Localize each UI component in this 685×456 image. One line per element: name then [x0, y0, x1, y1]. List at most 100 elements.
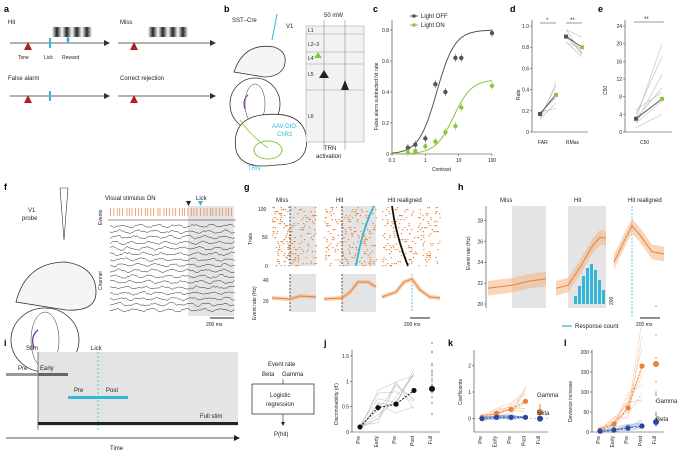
g-spike-1-29-1 — [329, 265, 331, 267]
label-h-realigned: Hit realigned — [628, 198, 662, 204]
g-spike-2-28-0 — [395, 263, 398, 265]
g-spike-2-17-0 — [439, 241, 441, 243]
d-subject-line-1-5 — [565, 42, 583, 49]
g-spike-1-12-0 — [345, 231, 347, 233]
g-spike-1-13-1 — [330, 233, 332, 235]
e-ytick-label-3: 12 — [616, 77, 622, 83]
g-spike-2-17-4 — [405, 241, 408, 243]
g-spike-2-9-6 — [384, 225, 387, 227]
g-spike-0-17-6 — [294, 241, 296, 243]
g-spike-0-8-3 — [283, 223, 286, 225]
reward-drop-icon — [66, 36, 70, 44]
g-spike-1-5-0 — [347, 217, 349, 219]
g-spike-0-8-1 — [278, 223, 280, 225]
panel-f: f V1 probe Visual stimulus ON Lick Event… — [4, 182, 236, 373]
g-rate-curve-1 — [323, 281, 377, 300]
g-spike-2-3-5 — [389, 213, 391, 215]
g-spike-0-8-2 — [293, 223, 296, 225]
l-ytick-label-0: 0 — [586, 430, 589, 436]
g-spike-0-15-4 — [274, 237, 276, 239]
l-full-dot-1-1 — [655, 413, 657, 416]
e-ytick-label-4: 16 — [616, 59, 622, 65]
g-spike-2-21-4 — [388, 249, 390, 251]
g-spike-1-26-1 — [335, 259, 337, 261]
g-spike-1-0-3 — [331, 207, 333, 209]
g-spike-2-24-5 — [400, 255, 402, 257]
h-band-1 — [556, 229, 606, 296]
g-spike-1-27-0 — [347, 261, 349, 263]
grating-hit — [52, 27, 92, 37]
lick-marker-hit — [49, 38, 51, 48]
g-spike-0-22-1 — [290, 251, 292, 253]
g-spike-2-20-5 — [392, 247, 395, 249]
g-spike-2-26-5 — [408, 259, 410, 261]
g-spike-1-11-2 — [332, 229, 334, 231]
g-spike-0-3-3 — [274, 213, 276, 215]
label-visual-stimulus-on: Visual stimulus ON — [105, 196, 156, 202]
g-spike-0-10-4 — [283, 227, 285, 229]
stim-shade-f — [188, 206, 234, 316]
g-spike-1-7-0 — [350, 221, 352, 223]
g-spike-2-11-6 — [402, 229, 404, 231]
g-spike-2-4-0 — [411, 215, 413, 217]
legend-on-dot — [412, 23, 416, 27]
g-spike-2-27-5 — [436, 261, 439, 263]
g-spike-0-15-2 — [285, 237, 287, 239]
l-full-dot-0-7 — [655, 391, 657, 394]
g-spike-0-21-2 — [294, 249, 297, 251]
g-spike-2-2-0 — [404, 211, 406, 213]
g-spike-1-28-0 — [361, 263, 363, 265]
g-spike-1-2-4 — [326, 211, 329, 213]
g-spike-2-8-5 — [399, 223, 401, 225]
g-spike-0-12-1 — [287, 231, 289, 233]
label-regression: regression — [266, 402, 294, 408]
g-spike-0-21-5 — [278, 249, 280, 251]
l-full-dot-0-2 — [655, 393, 657, 396]
g-spike-1-10-5 — [354, 227, 356, 229]
k-mean-point-1-2 — [508, 414, 514, 420]
d-ytick-label-2: 0.4 — [522, 88, 529, 94]
g-spike-2-27-1 — [399, 261, 401, 263]
c-point-1-3 — [433, 139, 438, 144]
c-point-1-5 — [453, 123, 458, 129]
g-spike-1-6-1 — [334, 219, 337, 221]
h-curve-1 — [555, 236, 607, 289]
g-spike-0-11-2 — [301, 229, 303, 231]
brain-slice — [234, 113, 308, 167]
g-spike-2-18-1 — [422, 243, 424, 245]
g-spike-2-14-6 — [393, 235, 396, 237]
g-spike-2-24-4 — [426, 255, 428, 257]
label-h-hit: Hit — [574, 198, 582, 204]
panel-e-yticks: 0 4 8 12 16 20 24 — [616, 24, 625, 136]
g-spike-2-15-6 — [417, 237, 420, 239]
g-spike-2-18-5 — [415, 243, 417, 245]
label-miss: Miss — [120, 20, 132, 26]
g-spike-0-5-5 — [275, 217, 277, 219]
label-beta-i: Beta — [262, 372, 275, 378]
g-spike-2-20-4 — [383, 247, 385, 249]
l-subject-0-6 — [599, 376, 643, 431]
g-spike-0-1-2 — [290, 209, 292, 211]
g-spike-1-10-6 — [373, 227, 376, 229]
k-subject-1-8 — [481, 414, 526, 420]
g-spike-2-8-6 — [427, 223, 430, 225]
panel-d-ylabel: Rate — [516, 89, 522, 100]
g-spike-1-8-6 — [337, 223, 339, 225]
j-full-extra-2 — [430, 391, 434, 394]
g-spike-0-29-3 — [298, 265, 300, 267]
lfp-trace-15 — [109, 307, 235, 313]
g-spike-2-11-5 — [431, 229, 433, 231]
g-spike-2-12-6 — [393, 231, 395, 233]
g-spike-1-1-2 — [375, 209, 377, 211]
h-count-bar-4 — [590, 264, 593, 304]
label-full-stim: Full stim — [200, 414, 222, 420]
g-spike-0-27-1 — [293, 261, 295, 263]
g-spike-2-8-2 — [408, 223, 410, 225]
panel-l-ylabel: Deviance increase — [568, 381, 574, 422]
k-mean-point-0-2 — [508, 406, 514, 412]
panel-k-plot — [474, 387, 548, 422]
g-spike-0-9-5 — [293, 225, 295, 227]
lfp-trace-13 — [109, 296, 235, 302]
lfp-trace-12 — [109, 290, 235, 296]
j-xtick-label-0: Pre — [356, 436, 362, 444]
